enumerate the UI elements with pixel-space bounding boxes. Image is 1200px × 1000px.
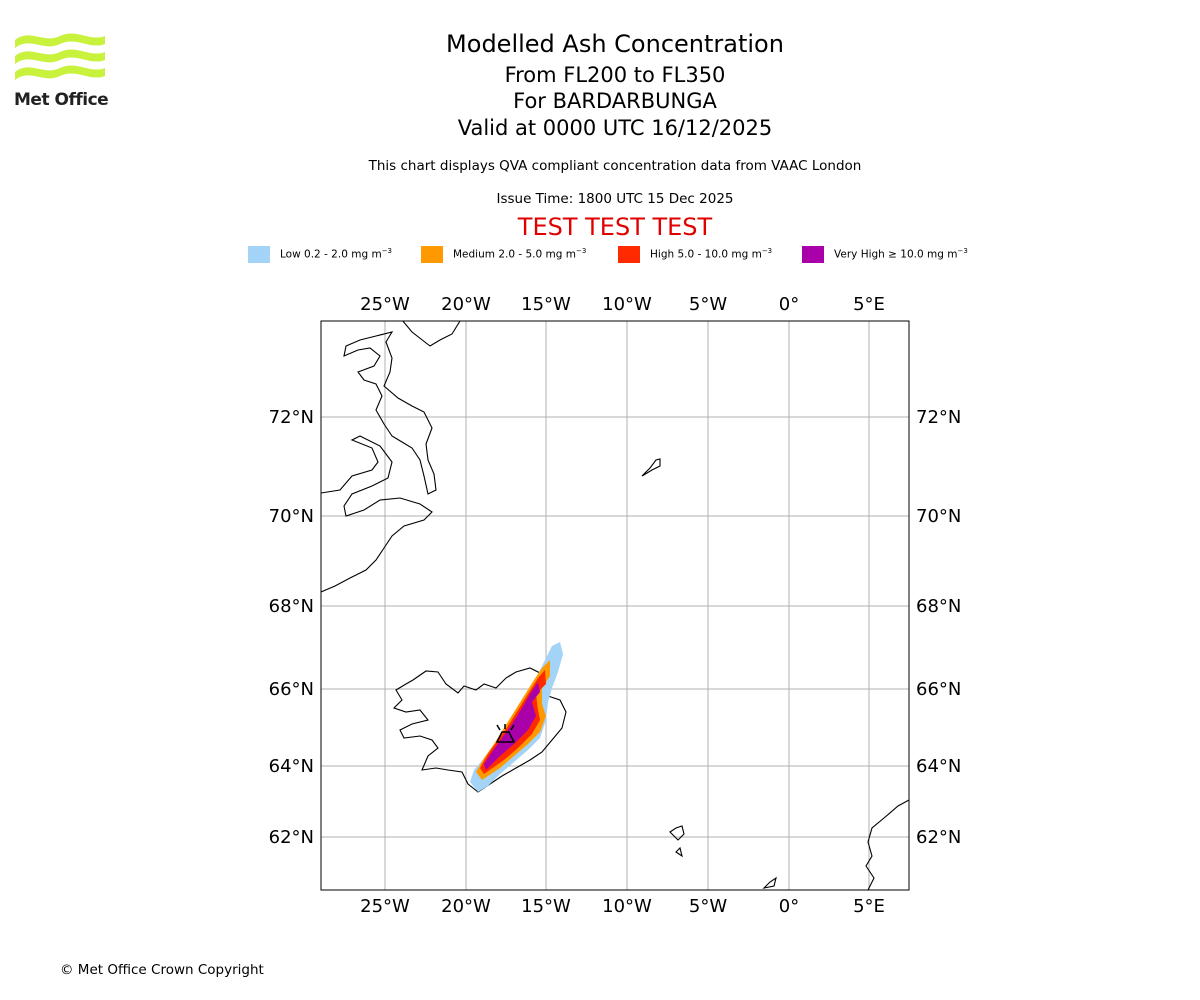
legend-label: Medium 2.0 - 5.0 mg m−3 bbox=[453, 247, 587, 261]
lat-tick-left: 64°N bbox=[269, 756, 314, 777]
faroe-islands-coastline bbox=[669, 825, 685, 858]
lat-tick-left: 70°N bbox=[269, 506, 314, 527]
gridlines bbox=[321, 321, 909, 890]
lat-tick-right: 68°N bbox=[916, 596, 961, 617]
met-office-logo: Met Office bbox=[14, 30, 110, 112]
legend-item-medium: Medium 2.0 - 5.0 mg m−3 bbox=[421, 245, 586, 263]
legend-item-high: High 5.0 - 10.0 mg m−3 bbox=[618, 245, 772, 263]
lat-tick-right: 70°N bbox=[916, 506, 961, 527]
test-banner: TEST TEST TEST bbox=[517, 213, 713, 241]
lon-tick-top: 0° bbox=[779, 294, 799, 315]
chart-title: Modelled Ash Concentration bbox=[446, 30, 784, 58]
volcano-name: For BARDARBUNGA bbox=[513, 89, 717, 113]
lon-tick-bottom: 25°W bbox=[360, 896, 410, 917]
ash-plume bbox=[470, 642, 563, 792]
greenland-coastline bbox=[321, 321, 461, 593]
lon-tick-bottom: 15°W bbox=[521, 896, 571, 917]
lon-tick-bottom: 0° bbox=[779, 896, 799, 917]
lon-tick-bottom: 5°E bbox=[853, 896, 885, 917]
flight-levels: From FL200 to FL350 bbox=[504, 63, 726, 87]
map-frame bbox=[320, 320, 910, 891]
logo-waves-icon bbox=[15, 33, 105, 80]
lat-tick-left: 68°N bbox=[269, 596, 314, 617]
norway-coastline bbox=[865, 799, 909, 890]
lat-tick-right: 66°N bbox=[916, 679, 961, 700]
legend-swatch bbox=[802, 245, 824, 263]
disclaimer-text: This chart displays QVA compliant concen… bbox=[368, 158, 862, 174]
valid-time: Valid at 0000 UTC 16/12/2025 bbox=[457, 116, 773, 140]
iceland-coastline bbox=[392, 667, 567, 793]
shetland-coastline bbox=[762, 876, 777, 889]
legend-item-very-high: Very High ≥ 10.0 mg m−3 bbox=[802, 245, 968, 263]
issue-time: Issue Time: 1800 UTC 15 Dec 2025 bbox=[496, 191, 734, 207]
lat-tick-right: 62°N bbox=[916, 827, 961, 848]
legend-swatch bbox=[618, 245, 640, 263]
lat-tick-right: 64°N bbox=[916, 756, 961, 777]
lon-tick-bottom: 5°W bbox=[689, 896, 727, 917]
lat-tick-left: 72°N bbox=[269, 407, 314, 428]
lat-tick-left: 66°N bbox=[269, 679, 314, 700]
logo-text: Met Office bbox=[14, 90, 109, 110]
legend-label: Low 0.2 - 2.0 mg m−3 bbox=[280, 247, 393, 261]
copyright-notice: © Met Office Crown Copyright bbox=[60, 962, 264, 978]
jan-mayen-coastline bbox=[641, 458, 661, 477]
ash-very-high-layer bbox=[484, 682, 540, 770]
lat-tick-left: 62°N bbox=[269, 827, 314, 848]
volcano-icon bbox=[495, 724, 516, 743]
lat-tick-right: 72°N bbox=[916, 407, 961, 428]
lon-tick-top: 5°W bbox=[689, 294, 727, 315]
lon-tick-top: 10°W bbox=[602, 294, 652, 315]
legend-swatch bbox=[421, 245, 443, 263]
lon-tick-top: 5°E bbox=[853, 294, 885, 315]
lon-tick-bottom: 20°W bbox=[441, 896, 491, 917]
legend-swatch bbox=[248, 245, 270, 263]
legend-label: Very High ≥ 10.0 mg m−3 bbox=[834, 247, 968, 261]
lon-tick-top: 25°W bbox=[360, 294, 410, 315]
lon-tick-bottom: 10°W bbox=[602, 896, 652, 917]
legend-label: High 5.0 - 10.0 mg m−3 bbox=[650, 247, 773, 261]
lon-tick-top: 20°W bbox=[441, 294, 491, 315]
legend-item-low: Low 0.2 - 2.0 mg m−3 bbox=[248, 245, 392, 263]
lon-tick-top: 15°W bbox=[521, 294, 571, 315]
